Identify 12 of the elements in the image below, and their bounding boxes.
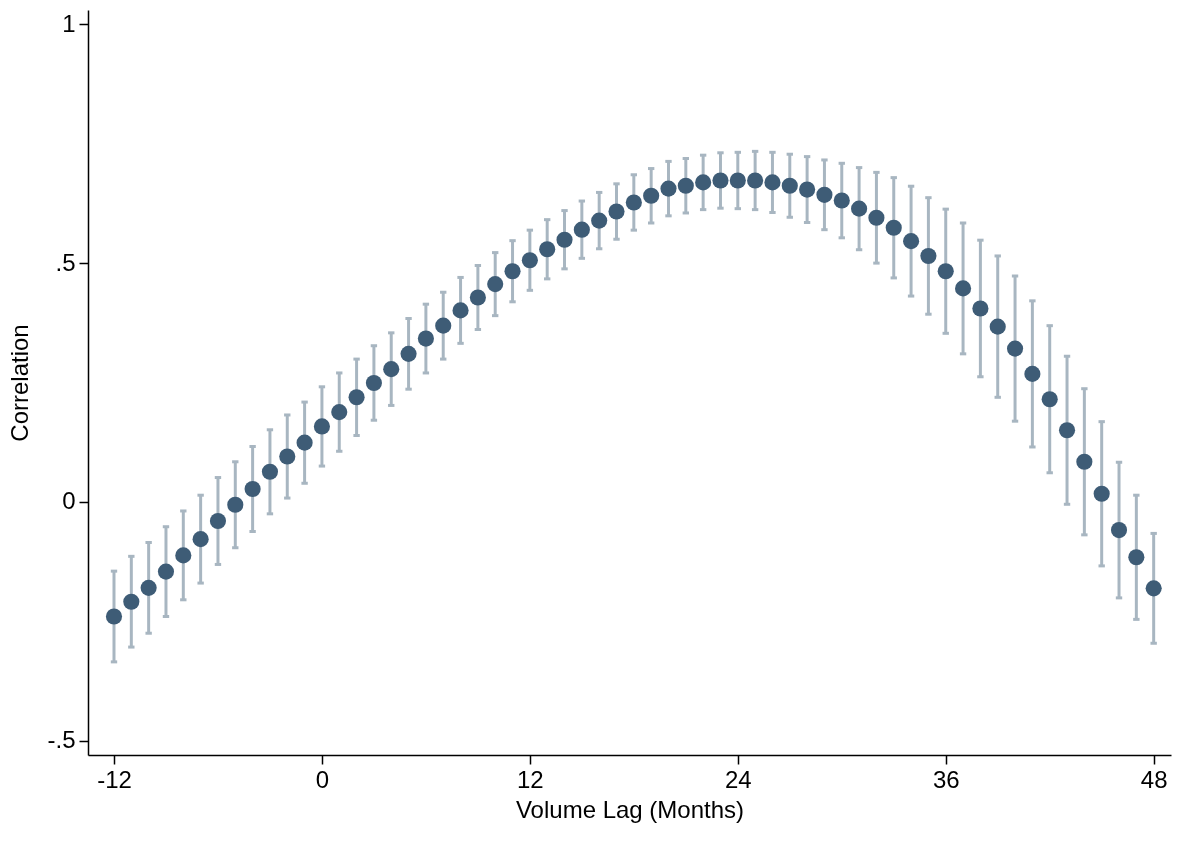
x-tick-label: 0: [315, 765, 330, 793]
x-tick-label: 12: [517, 765, 544, 793]
y-axis-title: Correlation: [6, 324, 34, 442]
x-axis-title: Volume Lag (Months): [515, 795, 745, 823]
x-tick-label: 24: [724, 765, 752, 793]
x-tick-label: 36: [932, 765, 960, 793]
x-tick-label: -12: [97, 765, 132, 793]
y-tick-label: .5: [55, 248, 76, 276]
x-tick-label: 48: [1140, 765, 1168, 793]
y-tick-label: -.5: [47, 726, 76, 754]
y-tick-label: 1: [62, 9, 76, 37]
y-tick-label: 0: [62, 487, 76, 515]
